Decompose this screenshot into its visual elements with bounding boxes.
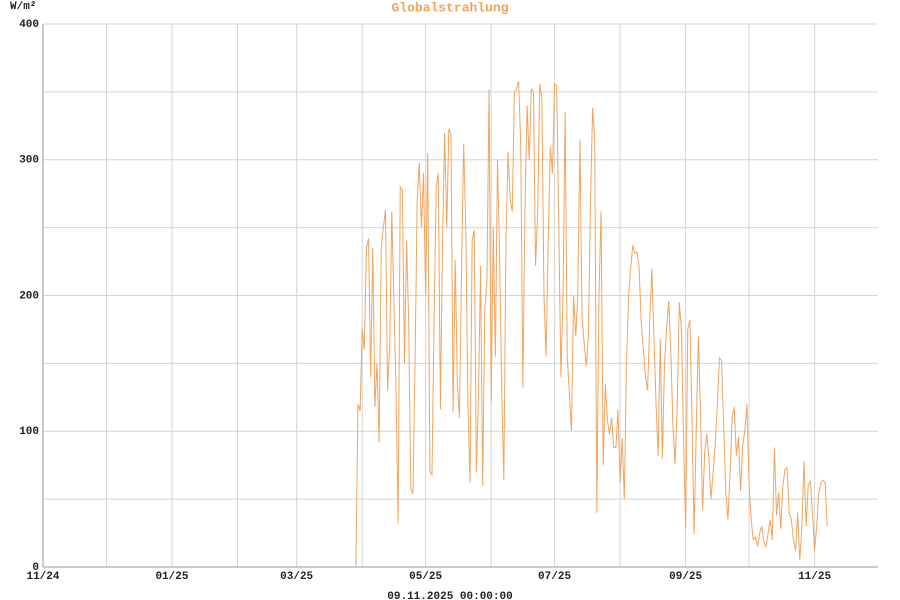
chart-title: Globalstrahlung [391, 0, 508, 15]
x-tick-label: 05/25 [409, 571, 442, 583]
x-tick-label: 11/24 [26, 571, 59, 583]
y-tick-label: 300 [19, 155, 39, 167]
y-axis-label: W/m² [10, 1, 36, 13]
y-tick-label: 0 [32, 562, 39, 574]
y-tick-label: 200 [19, 290, 39, 302]
x-tick-label: 01/25 [155, 571, 188, 583]
x-tick-label: 03/25 [280, 571, 313, 583]
y-tick-label: 400 [19, 19, 39, 31]
data-line [355, 80, 828, 568]
y-tick-label: 100 [19, 426, 39, 438]
x-tick-label: 09/25 [669, 571, 702, 583]
x-tick-label: 11/25 [798, 571, 831, 583]
x-axis-label: 09.11.2025 00:00:00 [387, 591, 512, 600]
x-tick-label: 07/25 [538, 571, 571, 583]
